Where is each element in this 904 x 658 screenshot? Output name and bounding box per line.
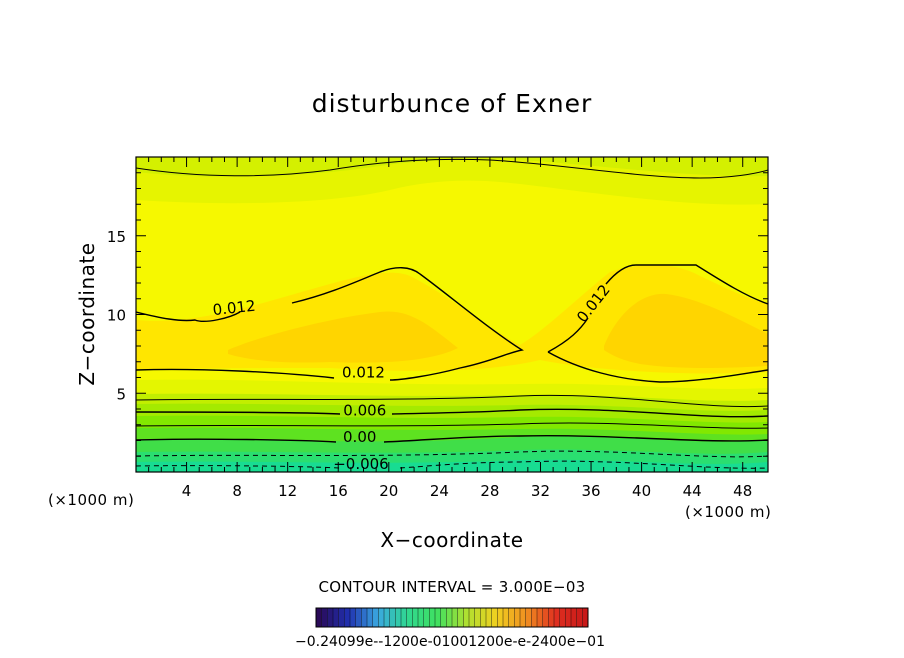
colorbar-swatch: [508, 608, 515, 627]
contour-label: 0.00: [343, 428, 376, 446]
colorbar-swatch: [514, 608, 520, 627]
contour-line-006: [136, 408, 768, 418]
colorbar-swatch: [497, 608, 503, 627]
x-unit-label: (×1000 m): [48, 491, 134, 509]
colorbar-swatch: [355, 608, 362, 627]
colorbar-swatch: [338, 608, 345, 627]
colorbar-swatch: [435, 608, 441, 627]
colorbar-swatch: [452, 608, 458, 627]
x-tick-label: 16: [329, 482, 348, 500]
colorbar-swatch: [395, 608, 401, 627]
x-axis-ticks: 4 8 12 16 20 24 28 32 36 40 44 48: [148, 157, 756, 500]
colorbar-swatch: [531, 608, 537, 627]
field-blob-right: [604, 293, 768, 368]
x-tick-label: 24: [430, 482, 449, 500]
x-tick-label: 12: [278, 482, 297, 500]
colorbar-frame: [315, 607, 589, 628]
contour-line-003: [136, 422, 768, 429]
x-axis-label: X−coordinate: [380, 528, 523, 552]
contour-line-neg003: [136, 450, 768, 458]
colorbar-swatch: [418, 608, 424, 627]
colorbar-swatch: [571, 608, 577, 627]
colorbar-swatch: [480, 608, 486, 627]
x-tick-label: 32: [531, 482, 550, 500]
colorbar-swatch: [440, 608, 447, 627]
contour-line-neg006: [136, 460, 768, 469]
contour-line-012-left: [136, 267, 524, 381]
y-unit-label: (×1000 m): [685, 503, 771, 521]
x-tick-label: 20: [379, 482, 398, 500]
colorbar-swatch: [486, 608, 492, 627]
x-tick-label: 8: [232, 482, 242, 500]
contour-line-000: [136, 435, 768, 443]
contour-line-009: [136, 394, 768, 408]
x-tick-label: 36: [581, 482, 600, 500]
colorbar-swatch: [582, 608, 588, 627]
colorbar-swatch: [367, 608, 373, 627]
colorbar-swatch: [412, 608, 418, 627]
chart-title: disturbunce of Exner: [312, 89, 593, 118]
contour-label: 0.012: [342, 364, 385, 382]
contour-line-top: [136, 158, 768, 179]
contour-label: 0.012: [212, 297, 257, 319]
x-tick-label: 44: [683, 482, 702, 500]
field-blob-left: [228, 311, 458, 363]
x-tick-label: 28: [480, 482, 499, 500]
colorbar-swatch: [463, 608, 469, 627]
colorbar-swatch: [491, 608, 498, 627]
colorbar-swatch: [321, 608, 328, 627]
colorbar-swatch: [350, 608, 356, 627]
colorbar-swatch: [520, 608, 526, 627]
colorbar-swatch: [559, 608, 566, 627]
colorbar-swatch: [469, 608, 475, 627]
y-tick-label: 15: [107, 228, 126, 246]
colorbar-swatch: [525, 608, 532, 627]
field-band-low-8: [136, 459, 768, 472]
colorbar-swatch: [576, 608, 583, 627]
y-tick-label: 5: [116, 385, 126, 403]
x-tick-label: 48: [733, 482, 752, 500]
colorbar-swatch: [316, 608, 322, 627]
colorbar-swatch: [503, 608, 509, 627]
colorbar-swatch: [537, 608, 543, 627]
contour-label: −0.006: [333, 455, 389, 473]
colorbar-swatch: [361, 608, 367, 627]
colorbar-swatch: [344, 608, 350, 627]
colorbar-swatch: [333, 608, 339, 627]
colorbar-swatch: [565, 608, 571, 627]
colorbar-swatch: [474, 608, 481, 627]
contour-lines: [136, 158, 768, 469]
colorbar-swatch: [406, 608, 413, 627]
colorbar-swatch: [548, 608, 554, 627]
colorbar-swatch: [327, 608, 333, 627]
colorbar: [315, 607, 589, 628]
colorbar-labels: −0.24099e-‐1200e-01001200e‐e-2400e−01: [295, 634, 605, 650]
y-axis-ticks: 5 10 15: [107, 172, 768, 457]
colorbar-swatch: [457, 608, 464, 627]
colorbar-swatch: [429, 608, 435, 627]
colorbar-swatch: [401, 608, 407, 627]
colorbar-swatch: [423, 608, 430, 627]
contour-line-012-right: [547, 264, 768, 383]
contour-label: 0.006: [343, 401, 386, 419]
colorbar-swatch: [542, 608, 549, 627]
colorbar-swatch: [378, 608, 384, 627]
colorbar-swatch: [446, 608, 452, 627]
colorbar-swatch: [372, 608, 379, 627]
y-tick-label: 10: [107, 307, 126, 325]
x-tick-label: 4: [182, 482, 192, 500]
x-tick-label: 40: [632, 482, 651, 500]
colorbar-swatch: [554, 608, 560, 627]
colorbar-swatch: [389, 608, 396, 627]
colorbar-swatch: [384, 608, 390, 627]
contour-interval-text: CONTOUR INTERVAL = 3.000E−03: [318, 578, 585, 596]
y-axis-label: Z−coordinate: [75, 242, 99, 385]
